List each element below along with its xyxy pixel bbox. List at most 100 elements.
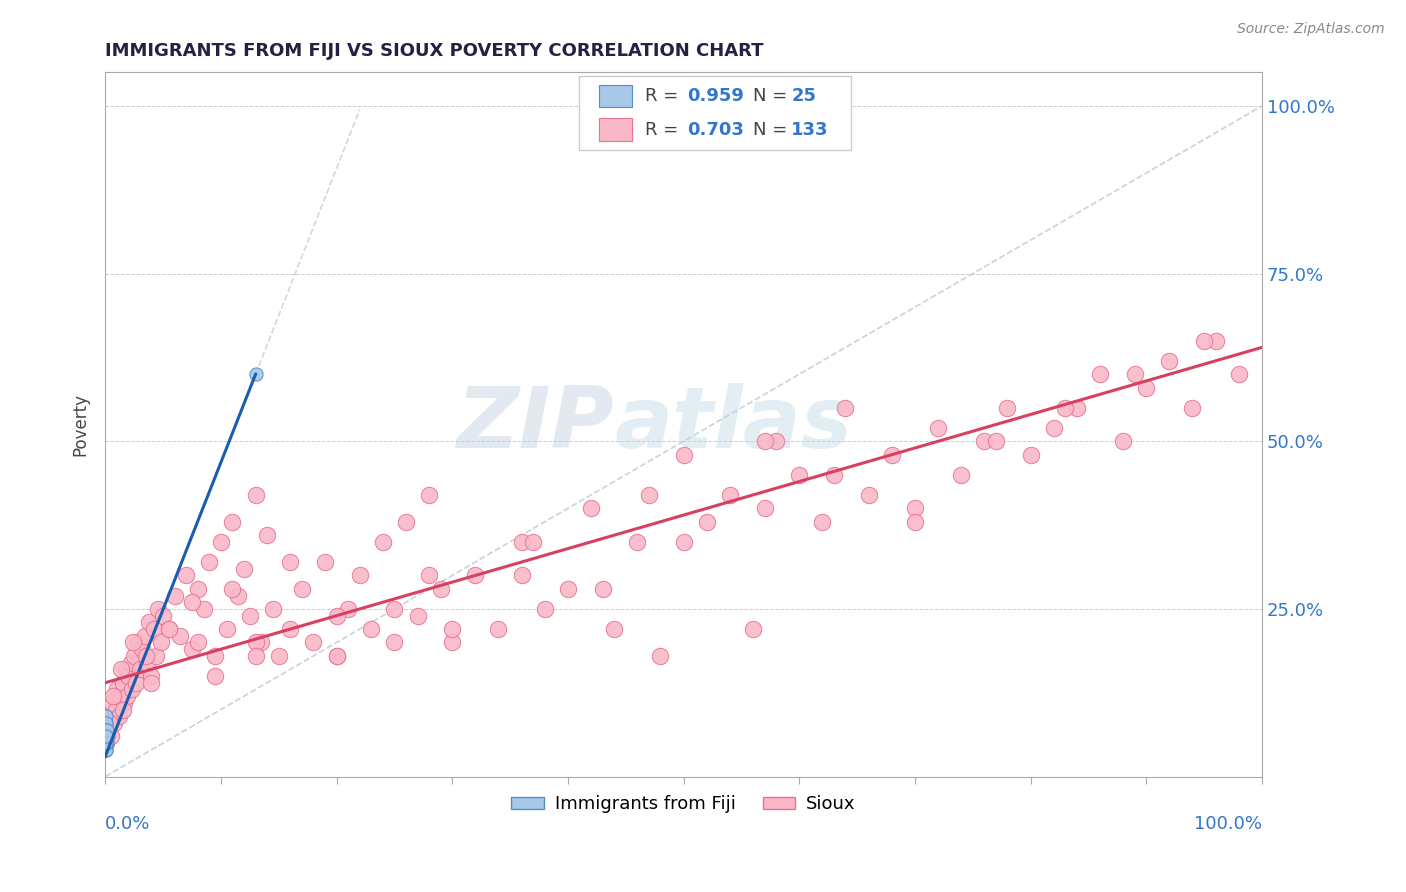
Point — [149, 635, 172, 649]
Point — [302, 635, 325, 649]
Point — [718, 488, 741, 502]
Text: ZIP: ZIP — [457, 383, 614, 466]
Point — [823, 467, 845, 482]
Point — [96, 716, 118, 731]
Point — [1054, 401, 1077, 415]
Point — [141, 669, 163, 683]
Point — [96, 743, 118, 757]
Point — [950, 467, 973, 482]
Point — [1181, 401, 1204, 415]
Point — [765, 434, 787, 449]
Point — [226, 589, 249, 603]
Point — [98, 716, 121, 731]
Legend: Immigrants from Fiji, Sioux: Immigrants from Fiji, Sioux — [505, 788, 863, 821]
Point — [325, 648, 347, 663]
Point — [96, 736, 118, 750]
Point — [103, 689, 125, 703]
Point — [904, 515, 927, 529]
Point — [209, 535, 232, 549]
Text: 0.959: 0.959 — [688, 87, 744, 105]
Point — [1019, 448, 1042, 462]
Point — [181, 642, 204, 657]
Point — [1042, 421, 1064, 435]
Point — [1112, 434, 1135, 449]
Point — [672, 535, 695, 549]
FancyBboxPatch shape — [599, 119, 631, 141]
Point — [1135, 381, 1157, 395]
Point — [325, 608, 347, 623]
Point — [325, 648, 347, 663]
Point — [100, 730, 122, 744]
Point — [267, 648, 290, 663]
Point — [96, 730, 118, 744]
Point — [157, 622, 180, 636]
Point — [135, 648, 157, 663]
Text: 25: 25 — [792, 87, 815, 105]
Point — [96, 730, 118, 744]
Point — [148, 602, 170, 616]
Point — [122, 635, 145, 649]
Point — [145, 648, 167, 663]
Point — [94, 709, 117, 723]
Point — [111, 675, 134, 690]
Text: R =: R = — [645, 120, 685, 138]
Point — [96, 736, 118, 750]
Point — [557, 582, 579, 596]
Text: 133: 133 — [792, 120, 828, 138]
Point — [96, 736, 118, 750]
Point — [105, 682, 128, 697]
Point — [96, 723, 118, 737]
Point — [245, 488, 267, 502]
Point — [395, 515, 418, 529]
Point — [110, 689, 132, 703]
Point — [406, 608, 429, 623]
Point — [134, 629, 156, 643]
Point — [112, 696, 135, 710]
Point — [115, 662, 138, 676]
Point — [927, 421, 949, 435]
Point — [115, 689, 138, 703]
Point — [429, 582, 451, 596]
Point — [441, 635, 464, 649]
FancyBboxPatch shape — [579, 76, 851, 150]
Point — [510, 568, 533, 582]
Text: N =: N = — [754, 87, 793, 105]
Point — [245, 635, 267, 649]
Point — [96, 736, 118, 750]
Point — [1205, 334, 1227, 348]
Point — [742, 622, 765, 636]
Point — [94, 736, 117, 750]
Point — [174, 568, 197, 582]
Point — [262, 602, 284, 616]
Point — [603, 622, 626, 636]
Point — [96, 730, 118, 744]
Point — [127, 635, 149, 649]
Point — [245, 368, 267, 382]
Point — [239, 608, 262, 623]
Point — [169, 629, 191, 643]
Point — [94, 736, 117, 750]
Point — [131, 642, 153, 657]
Point — [187, 635, 209, 649]
Point — [110, 662, 132, 676]
Point — [204, 648, 226, 663]
Point — [198, 555, 221, 569]
Point — [125, 675, 148, 690]
Point — [221, 582, 243, 596]
Point — [997, 401, 1019, 415]
Point — [337, 602, 360, 616]
Point — [96, 723, 118, 737]
Text: IMMIGRANTS FROM FIJI VS SIOUX POVERTY CORRELATION CHART: IMMIGRANTS FROM FIJI VS SIOUX POVERTY CO… — [105, 42, 763, 60]
Point — [152, 608, 174, 623]
Point — [233, 562, 256, 576]
Point — [215, 622, 238, 636]
Point — [360, 622, 382, 636]
Point — [371, 535, 394, 549]
Point — [1192, 334, 1215, 348]
Point — [103, 716, 125, 731]
Point — [96, 730, 118, 744]
Point — [117, 669, 139, 683]
Point — [314, 555, 336, 569]
Point — [94, 736, 117, 750]
Text: 0.0%: 0.0% — [105, 815, 150, 833]
